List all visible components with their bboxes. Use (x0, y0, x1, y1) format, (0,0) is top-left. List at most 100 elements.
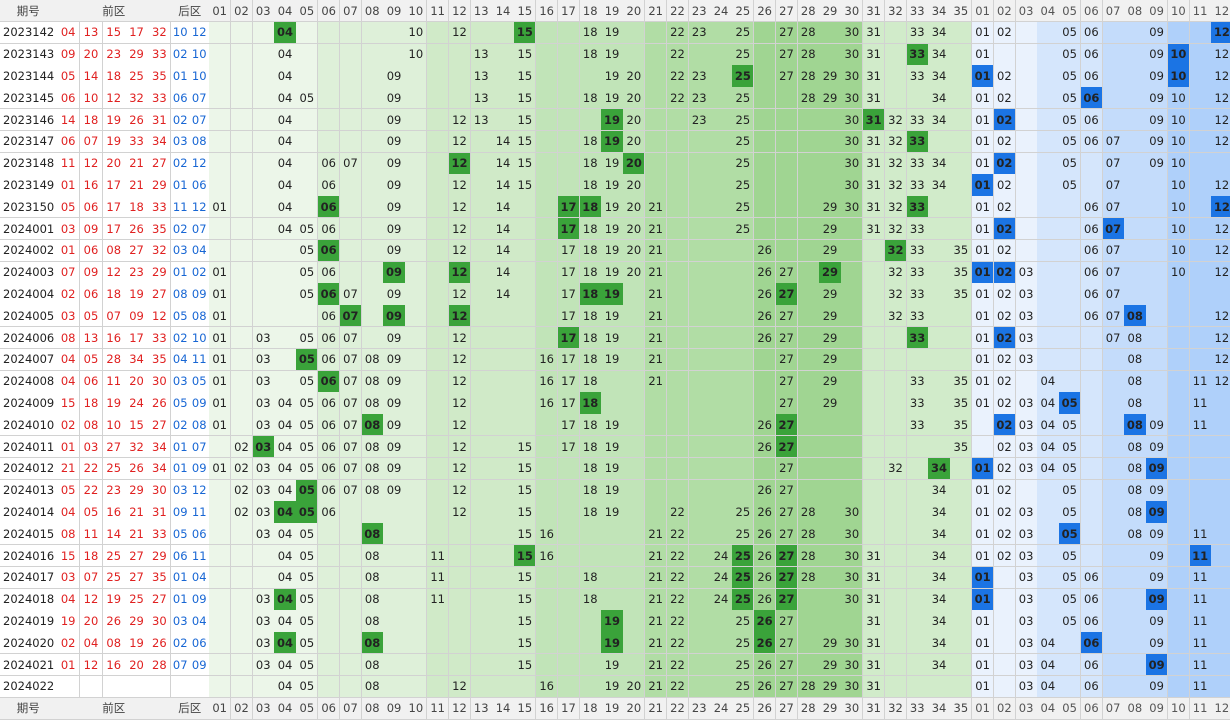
front-trend-cell (841, 218, 864, 241)
front-hit-marker: 19 (601, 283, 624, 306)
front-trend-cell: 15 (514, 566, 537, 590)
back-trend-cell: 08 (1124, 523, 1147, 546)
header-back-number: 06 (1080, 697, 1103, 720)
back-trend-cell (1015, 109, 1038, 132)
front-trend-cell (623, 348, 646, 372)
front-draw-number: 19 (102, 588, 126, 611)
front-trend-cell (557, 675, 581, 699)
back-trend-cell (1146, 348, 1169, 372)
front-trend-cell: 09 (383, 87, 406, 110)
front-trend-cell: 23 (688, 65, 711, 88)
front-trend-cell: 31 (863, 654, 886, 677)
front-trend-cell (252, 305, 275, 328)
front-trend-cell: 20 (623, 109, 646, 132)
front-trend-cell (732, 239, 755, 263)
front-trend-cell (841, 239, 864, 263)
front-trend-cell: 05 (296, 545, 319, 568)
front-draw-number: 26 (125, 218, 149, 241)
back-hit-marker: 01 (972, 174, 995, 197)
back-trend-cell: 12 (1211, 43, 1230, 66)
front-trend-cell: 12 (448, 675, 472, 699)
front-trend-cell: 14 (492, 283, 515, 306)
back-trend-cell (1189, 152, 1212, 175)
front-trend-cell: 05 (296, 436, 319, 459)
front-trend-cell (688, 370, 711, 393)
back-trend-cell: 03 (1015, 305, 1038, 328)
front-trend-cell: 30 (841, 523, 864, 546)
front-trend-cell: 06 (318, 348, 341, 372)
front-trend-cell: 30 (841, 87, 864, 110)
back-trend-cell: 01 (972, 523, 995, 546)
back-trend-cell (1211, 436, 1230, 459)
front-trend-cell (884, 43, 908, 66)
front-draw-number: 23 (102, 43, 126, 66)
front-trend-cell (884, 392, 908, 415)
front-trend-cell (339, 130, 363, 154)
back-draw-number: 06 (171, 87, 191, 110)
front-trend-cell (209, 65, 232, 88)
header-front-number: 28 (797, 697, 820, 720)
front-draw-number: 13 (79, 327, 104, 350)
front-trend-cell: 03 (252, 392, 275, 415)
front-trend-cell (361, 239, 384, 263)
front-trend-cell (557, 610, 581, 633)
back-trend-cell: 01 (972, 348, 995, 372)
back-draw-number: 10 (190, 43, 210, 66)
front-trend-cell (252, 174, 275, 197)
front-trend-cell: 27 (775, 457, 799, 481)
front-draw-number: 29 (148, 261, 172, 284)
back-trend-cell: 05 (1059, 588, 1082, 611)
front-trend-cell (209, 239, 232, 263)
front-trend-cell (557, 152, 581, 175)
header-front-number: 33 (906, 0, 929, 23)
front-trend-cell (209, 436, 232, 459)
back-hit-marker: 02 (993, 261, 1016, 284)
front-trend-cell: 27 (775, 261, 799, 284)
front-trend-cell: 26 (754, 501, 777, 524)
back-trend-cell (1080, 523, 1103, 546)
front-trend-cell (209, 130, 232, 154)
front-trend-cell (623, 283, 646, 306)
front-trend-cell (928, 130, 951, 154)
back-trend-cell (1146, 239, 1169, 263)
front-trend-cell (296, 196, 319, 219)
back-trend-cell: 10 (1167, 130, 1190, 154)
front-draw-number: 34 (148, 436, 172, 459)
front-trend-cell (209, 43, 232, 66)
front-draw-number: 25 (102, 457, 126, 481)
back-trend-cell (972, 414, 995, 437)
front-trend-cell (863, 348, 886, 372)
front-hit-marker: 05 (296, 479, 319, 502)
front-trend-cell (296, 305, 319, 328)
front-trend-cell: 25 (732, 43, 755, 66)
header-front-number: 34 (928, 0, 951, 23)
front-trend-cell (536, 196, 559, 219)
back-trend-cell: 02 (993, 370, 1016, 393)
header-front-number: 08 (361, 697, 384, 720)
front-draw-number: 02 (57, 283, 81, 306)
front-trend-cell (230, 523, 254, 546)
front-draw-number: 06 (79, 196, 104, 219)
front-trend-cell: 31 (863, 43, 886, 66)
front-trend-cell (819, 21, 842, 45)
front-trend-cell: 05 (296, 523, 319, 546)
front-trend-cell: 15 (514, 588, 537, 611)
period-cell: 2023150 (0, 196, 58, 219)
back-trend-cell (1102, 392, 1125, 415)
back-trend-cell: 04 (1037, 436, 1060, 459)
back-trend-cell: 01 (972, 370, 995, 393)
back-trend-cell: 02 (993, 305, 1016, 328)
front-trend-cell (688, 675, 711, 699)
front-draw-number: 07 (57, 261, 81, 284)
front-trend-cell (470, 523, 493, 546)
front-trend-cell (710, 654, 733, 677)
front-trend-cell: 33 (906, 283, 929, 306)
front-draw-number: 09 (125, 305, 149, 328)
header-front-number: 31 (863, 697, 886, 720)
back-draw-number: 02 (171, 218, 191, 241)
period-cell: 2023144 (0, 65, 58, 88)
front-draw-number: 32 (125, 436, 149, 459)
front-draw-number: 26 (125, 457, 149, 481)
front-trend-cell (688, 414, 711, 437)
front-draw-number: 16 (102, 327, 126, 350)
